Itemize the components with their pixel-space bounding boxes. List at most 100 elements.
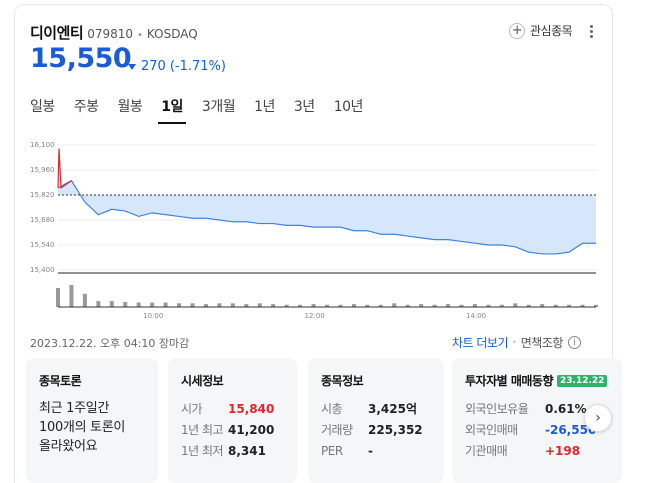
- volume-bar: [526, 304, 531, 307]
- panel-title: 종목토론: [39, 374, 82, 388]
- more-options-icon[interactable]: [590, 25, 594, 40]
- price-line: [57, 179, 596, 255]
- price-spike: [57, 148, 72, 189]
- row-value: -: [368, 444, 373, 458]
- info-row: PER -: [321, 441, 431, 462]
- volume-bar: [540, 304, 545, 307]
- row-value: 8,341: [228, 444, 266, 458]
- x-tick-label: 10:00: [143, 312, 163, 320]
- volume-bar: [325, 304, 329, 307]
- volume-bar: [82, 293, 87, 307]
- chart-more-link[interactable]: 차트 더보기: [452, 336, 509, 350]
- volume-bar: [459, 304, 464, 307]
- current-price: 15,550: [30, 43, 132, 74]
- panel-title: 투자자별 매매동향: [465, 374, 554, 388]
- stock-name[interactable]: 디이엔티: [30, 24, 84, 42]
- info-row: 기관매매 +198: [465, 441, 609, 462]
- price-chart-svg: 16,100 15,960 15,820 15,680 15,540 15,400 10:0…: [30, 141, 598, 320]
- row-key: 외국인매매: [465, 423, 518, 437]
- volume-bar: [298, 304, 303, 307]
- volume-bar: [244, 304, 249, 307]
- volume-bar: [472, 304, 477, 307]
- y-tick-label: 16,100: [30, 141, 55, 149]
- volume-bar: [553, 304, 558, 307]
- volume-bar: [203, 304, 208, 307]
- row-value: +198: [545, 444, 581, 458]
- change-percent: (-1.71%): [169, 59, 226, 74]
- volume-bar: [378, 304, 383, 307]
- volume-bar: [96, 301, 101, 307]
- y-tick-label: 15,400: [30, 266, 55, 274]
- stock-info-panel[interactable]: 종목정보 시총 3,425억 거래량 225,352 PER -: [308, 358, 444, 483]
- volume-bar: [190, 303, 195, 307]
- row-key: 1년 최저: [181, 444, 224, 458]
- row-value: 225,352: [368, 423, 423, 437]
- volume-bar: [580, 304, 585, 307]
- row-value: 0.61%: [545, 402, 587, 416]
- x-tick-label: 14:00: [466, 312, 486, 320]
- volume-bar: [405, 304, 410, 307]
- volume-bar: [177, 303, 182, 307]
- info-icon[interactable]: i: [567, 336, 581, 349]
- footer-links: 차트 더보기 • 면책조항 i: [452, 334, 581, 351]
- volume-bar: [365, 304, 370, 307]
- tab-3year[interactable]: 3년: [293, 99, 315, 115]
- info-row: 외국인매매 -26,550: [465, 420, 609, 441]
- volume-bar: [150, 302, 155, 307]
- volume-bar: [432, 304, 437, 307]
- next-arrow-icon[interactable]: ›: [584, 404, 612, 432]
- tab-1day[interactable]: 1일: [158, 96, 186, 124]
- change-amount: 270: [141, 59, 166, 74]
- price-area: [58, 180, 596, 254]
- market-label: KOSDAQ: [146, 27, 198, 41]
- y-tick-label: 15,680: [30, 216, 55, 224]
- volume-bar: [419, 304, 424, 307]
- y-tick-label: 15,960: [30, 166, 55, 174]
- panel-title: 시세정보: [181, 374, 224, 388]
- panel-title: 종목정보: [321, 374, 364, 388]
- tab-10year[interactable]: 10년: [333, 99, 364, 115]
- volume-bar: [217, 303, 222, 307]
- tab-daily[interactable]: 일봉: [30, 99, 55, 115]
- volume-bar: [513, 303, 518, 307]
- tab-1year[interactable]: 1년: [254, 99, 275, 115]
- price-chart[interactable]: 16,100 15,960 15,820 15,680 15,540 15,400 10:0…: [0, 135, 652, 325]
- volume-bar: [271, 304, 276, 307]
- row-value: 3,425억: [368, 402, 417, 416]
- separator-dot: •: [137, 30, 143, 41]
- tab-weekly[interactable]: 주봉: [73, 99, 99, 115]
- volume-bar: [136, 302, 141, 307]
- volume-bar: [230, 303, 235, 307]
- row-value: 41,200: [228, 423, 275, 437]
- volume-bar: [284, 304, 289, 307]
- volume-bar: [499, 304, 504, 307]
- discussion-panel[interactable]: 종목토론 최근 1주일간 100개의 토론이 올라왔어요: [26, 358, 158, 483]
- volume-bar: [392, 303, 397, 307]
- row-key: 1년 최고: [181, 423, 224, 437]
- discussion-body: 최근 1주일간 100개의 토론이 올라왔어요: [39, 401, 126, 454]
- quote-panel[interactable]: 시세정보 시가 15,840 1년 최고 41,200 1년 최저 8,341: [168, 358, 297, 483]
- tab-monthly[interactable]: 월봉: [117, 99, 143, 115]
- date-badge: 23.12.22: [557, 374, 608, 387]
- separator-dot: •: [512, 338, 517, 347]
- row-value: 15,840: [228, 402, 275, 416]
- stock-header: 디이엔티 079810 • KOSDAQ: [30, 22, 198, 43]
- info-row: 시총 3,425억: [321, 399, 431, 420]
- volume-bar: [257, 303, 262, 307]
- volume-bar: [567, 304, 572, 307]
- volume-bar: [446, 304, 451, 307]
- info-row: 1년 최저 8,341: [181, 441, 284, 462]
- add-favorite-button[interactable]: + 관심종목: [509, 22, 573, 39]
- volume-bar: [163, 302, 168, 307]
- disclaimer-link[interactable]: 면책조항: [520, 336, 564, 350]
- row-key: 거래량: [321, 423, 353, 437]
- volume-bar: [56, 287, 60, 307]
- info-row: 거래량 225,352: [321, 420, 431, 441]
- volume-bar: [109, 301, 114, 307]
- volume-bar: [311, 304, 316, 307]
- row-key: 기관매매: [465, 444, 508, 458]
- volume-bar: [69, 285, 74, 307]
- x-tick-label: 12:00: [305, 312, 325, 320]
- row-value: -26,550: [545, 423, 597, 437]
- tab-3month[interactable]: 3개월: [201, 99, 236, 115]
